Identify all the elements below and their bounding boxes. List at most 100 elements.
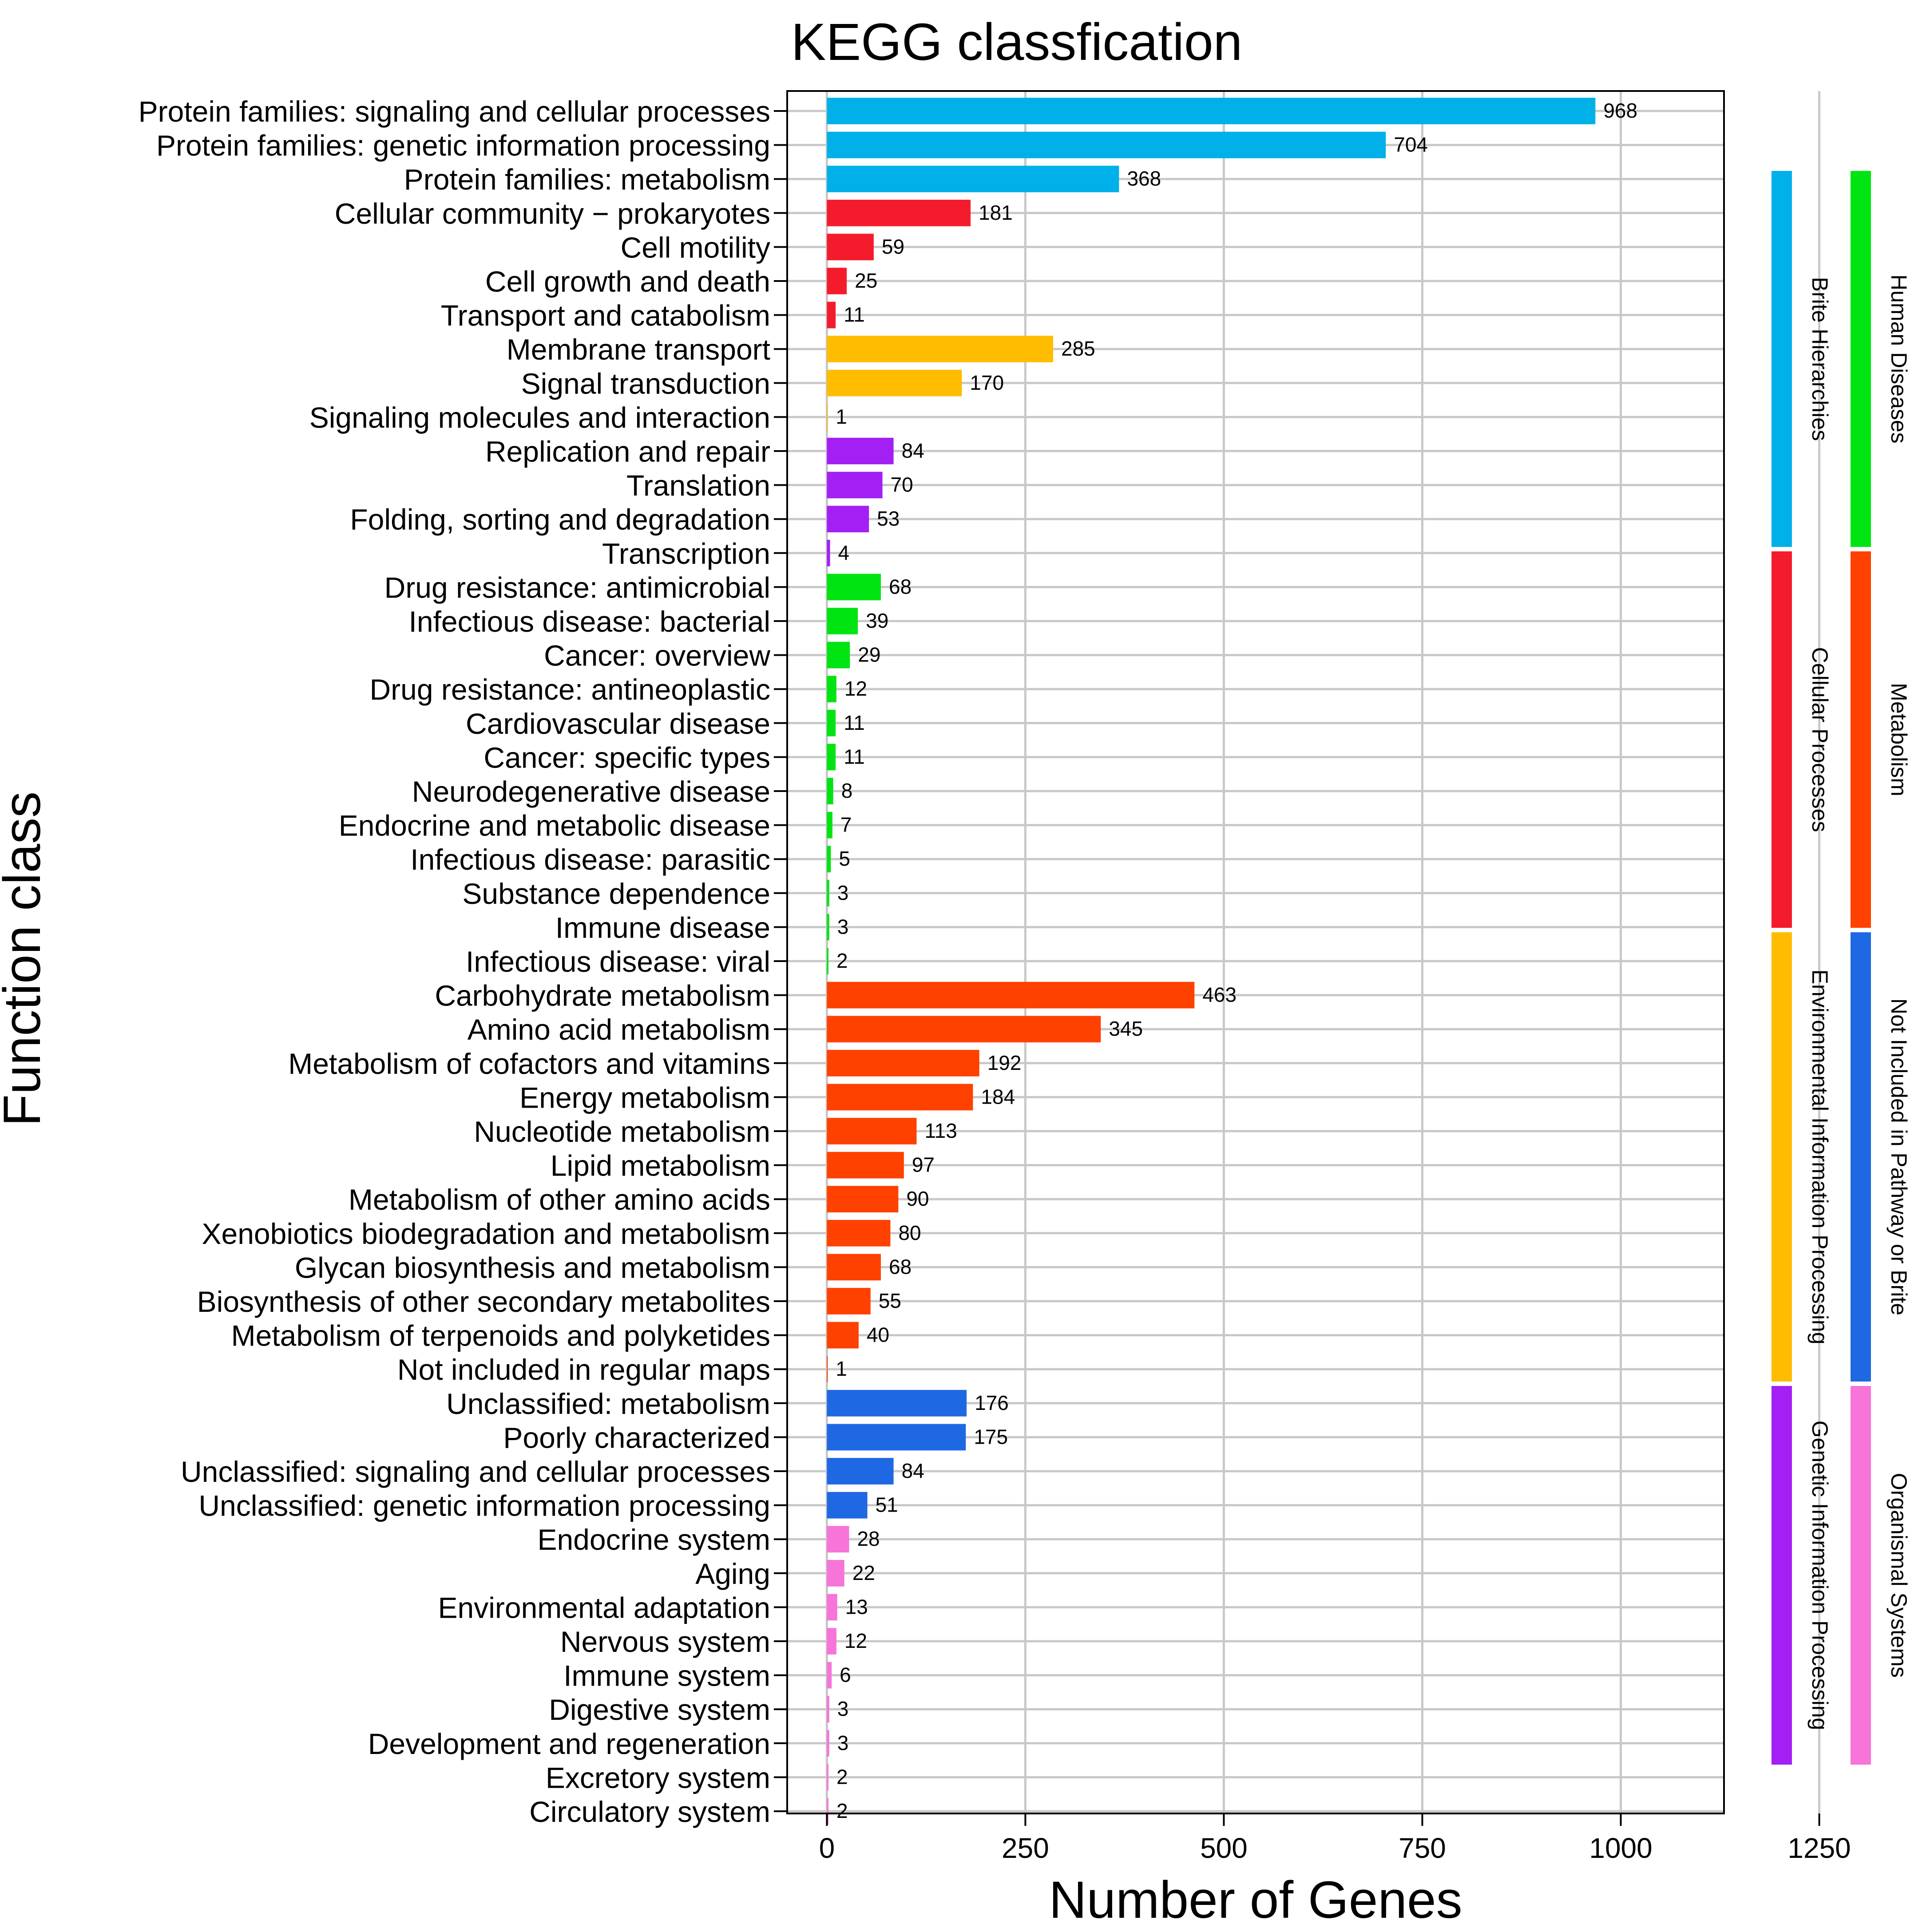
chart-title: KEGG classfication <box>791 13 1242 71</box>
bar-20 <box>827 778 833 804</box>
x-tick-label-2: 500 <box>1200 1832 1248 1864</box>
category-label-43: Aging <box>695 1557 770 1590</box>
bar-value-label-5: 25 <box>855 269 877 292</box>
group-strip-label-5: Metabolism <box>1886 683 1911 796</box>
bar-value-label-22: 5 <box>839 847 850 870</box>
x-axis-title: Number of Genes <box>1049 1871 1462 1929</box>
bar-32 <box>827 1186 899 1213</box>
x-tick-label-0: 0 <box>819 1832 835 1864</box>
bar-3 <box>827 199 971 226</box>
bar-38 <box>827 1390 967 1417</box>
bar-34 <box>827 1254 881 1281</box>
bar-value-label-20: 8 <box>841 779 853 802</box>
bar-value-label-49: 2 <box>836 1765 848 1788</box>
bar-18 <box>827 709 836 736</box>
bar-33 <box>827 1219 891 1247</box>
x-tick-label-1: 250 <box>1002 1832 1049 1864</box>
bar-value-label-37: 1 <box>836 1357 847 1380</box>
category-label-41: Unclassified: genetic information proces… <box>198 1489 770 1522</box>
bar-36 <box>827 1322 859 1349</box>
bar-value-label-11: 70 <box>891 473 913 496</box>
bar-value-label-14: 68 <box>889 575 911 598</box>
bar-7 <box>827 336 1054 363</box>
bar-47 <box>827 1696 829 1723</box>
category-label-29: Energy metabolism <box>519 1081 770 1114</box>
bar-value-label-35: 55 <box>879 1289 901 1312</box>
category-label-16: Cancer: overview <box>544 639 770 672</box>
bar-value-label-6: 11 <box>844 303 865 326</box>
bar-value-label-4: 59 <box>882 235 904 258</box>
bar-37 <box>827 1356 828 1383</box>
bar-value-label-44: 13 <box>845 1595 868 1618</box>
bar-31 <box>827 1152 904 1179</box>
group-strip-5 <box>1851 551 1871 928</box>
category-label-5: Cell growth and death <box>485 265 770 298</box>
bar-value-label-33: 80 <box>898 1221 921 1244</box>
category-label-19: Cancer: specific types <box>483 741 770 774</box>
bar-value-label-38: 176 <box>975 1391 1009 1414</box>
group-strip-label-7: Organismal Systems <box>1886 1473 1911 1678</box>
bar-5 <box>827 268 847 294</box>
bar-28 <box>827 1049 979 1077</box>
bar-14 <box>827 574 881 601</box>
category-label-14: Drug resistance: antimicrobial <box>384 571 770 604</box>
category-label-6: Transport and catabolism <box>441 299 770 332</box>
bar-value-label-3: 181 <box>979 201 1013 224</box>
category-label-0: Protein families: signaling and cellular… <box>139 95 770 128</box>
category-label-21: Endocrine and metabolic disease <box>339 809 770 842</box>
bar-value-label-30: 113 <box>924 1119 957 1142</box>
category-label-12: Folding, sorting and degradation <box>350 503 770 536</box>
bar-value-label-39: 175 <box>974 1425 1008 1448</box>
bar-value-label-50: 2 <box>836 1799 848 1822</box>
category-label-7: Membrane transport <box>507 333 770 366</box>
x-tick-label-3: 750 <box>1399 1832 1446 1864</box>
category-label-31: Lipid metabolism <box>551 1149 770 1182</box>
bar-6 <box>827 301 836 329</box>
group-strip-label-0: Brite Hierarchies <box>1807 277 1832 441</box>
bar-value-label-31: 97 <box>912 1153 935 1176</box>
category-label-45: Nervous system <box>560 1625 770 1658</box>
category-label-32: Metabolism of other amino acids <box>349 1183 770 1216</box>
bar-4 <box>827 234 874 261</box>
category-label-23: Substance dependence <box>462 877 770 910</box>
bar-50 <box>827 1798 828 1825</box>
bar-value-label-41: 51 <box>876 1493 898 1516</box>
bar-26 <box>827 982 1195 1009</box>
bar-value-label-0: 968 <box>1603 99 1637 122</box>
bar-value-label-9: 1 <box>836 405 847 428</box>
category-label-18: Cardiovascular disease <box>466 707 770 740</box>
bar-value-labels: 9687043681815925112851701847053468392912… <box>836 99 1637 1822</box>
category-label-13: Transcription <box>602 537 770 570</box>
bar-11 <box>827 471 883 499</box>
group-strip-3 <box>1771 1386 1792 1765</box>
bar-value-label-19: 11 <box>844 745 865 768</box>
bar-49 <box>827 1764 828 1791</box>
group-strip-4 <box>1851 171 1871 547</box>
group-strip-2 <box>1771 932 1792 1382</box>
bar-value-label-16: 29 <box>858 643 880 666</box>
bar-48 <box>827 1730 829 1757</box>
category-label-48: Development and regeneration <box>368 1727 770 1760</box>
bar-1 <box>827 131 1386 158</box>
category-label-10: Replication and repair <box>485 435 770 468</box>
group-strip-6 <box>1851 932 1871 1382</box>
category-label-38: Unclassified: metabolism <box>446 1387 770 1420</box>
bar-value-label-27: 345 <box>1109 1017 1143 1040</box>
category-label-39: Poorly characterized <box>503 1421 770 1454</box>
x-tick-label-5: 1250 <box>1787 1832 1851 1864</box>
bar-value-label-12: 53 <box>877 507 900 530</box>
bar-8 <box>827 369 962 396</box>
category-label-27: Amino acid metabolism <box>468 1013 770 1046</box>
category-label-44: Environmental adaptation <box>438 1591 771 1624</box>
category-label-35: Biosynthesis of other secondary metaboli… <box>197 1285 770 1318</box>
bar-value-label-42: 28 <box>857 1527 880 1550</box>
bar-value-label-34: 68 <box>889 1255 911 1278</box>
bars <box>827 98 1596 1825</box>
bar-25 <box>827 948 828 974</box>
bar-35 <box>827 1288 871 1314</box>
category-label-4: Cell motility <box>621 231 770 264</box>
category-label-20: Neurodegenerative disease <box>412 775 770 808</box>
bar-41 <box>827 1492 868 1519</box>
bar-9 <box>827 404 828 431</box>
